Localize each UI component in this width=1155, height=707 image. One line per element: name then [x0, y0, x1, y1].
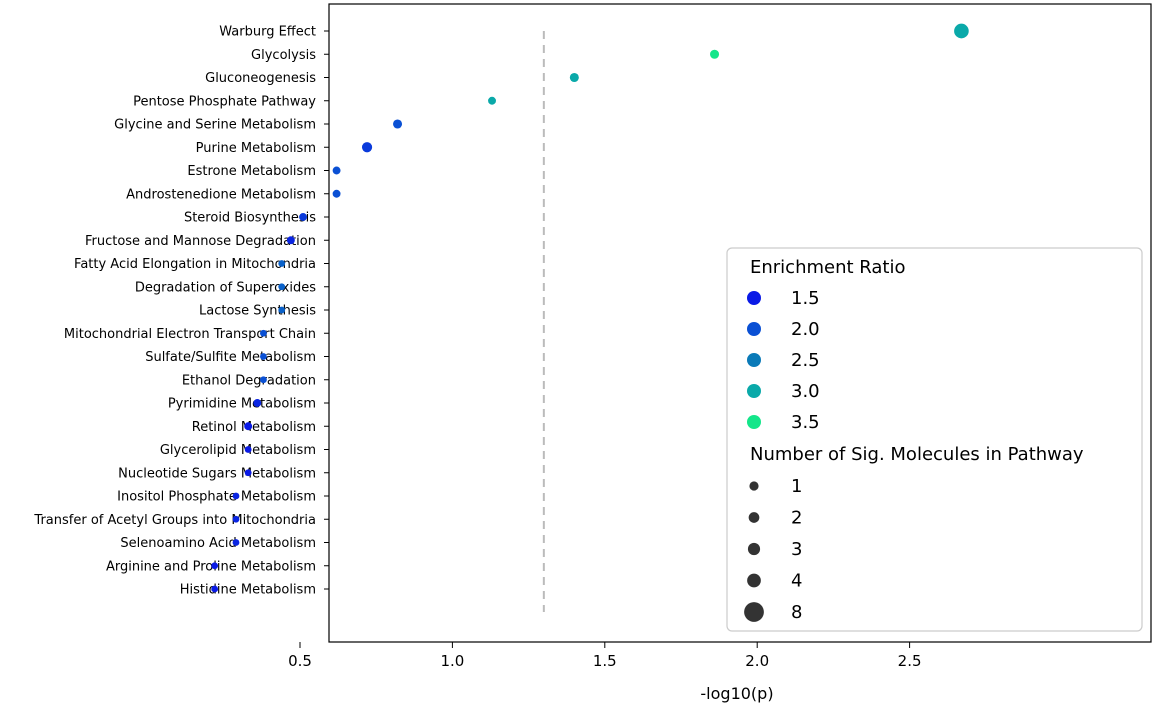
- legend-color-label: 2.0: [791, 319, 820, 340]
- y-tick-label: Retinol Metabolism: [192, 420, 316, 435]
- data-point: [211, 585, 219, 593]
- x-axis-label: -log10(p): [700, 684, 773, 703]
- y-tick-label: Sulfate/Sulfite Metabolism: [145, 350, 316, 365]
- y-tick-label: Arginine and Proline Metabolism: [106, 559, 316, 574]
- x-tick-label: 2.0: [745, 652, 769, 670]
- legend-size-label: 1: [791, 476, 802, 497]
- legend: Enrichment Ratio 1.5 2.0 2.5 3.0 3.5 Number of…: [726, 247, 1143, 632]
- data-point: [260, 376, 267, 384]
- legend-color-marker: [747, 415, 761, 429]
- legend-size-marker: [749, 481, 759, 491]
- x-tick-label: 1.0: [440, 652, 464, 670]
- data-point: [244, 469, 252, 477]
- legend-size-marker: [747, 573, 761, 588]
- x-axis: 0.5 1.0 1.5 2.0 2.5 -log10(p): [288, 642, 922, 703]
- y-tick-label: Selenoamino Acid Metabolism: [120, 536, 316, 551]
- data-point: [393, 119, 403, 129]
- data-point: [232, 492, 240, 500]
- y-tick-label: Fatty Acid Elongation in Mitochondria: [74, 257, 316, 272]
- y-tick-label: Transfer of Acetyl Groups into Mitochond…: [33, 513, 316, 528]
- data-point: [332, 166, 341, 175]
- data-point: [253, 399, 262, 407]
- legend-color-marker: [747, 322, 761, 336]
- y-tick-label: Pyrimidine Metabolism: [168, 397, 316, 412]
- y-tick-label: Glycerolipid Metabolism: [160, 443, 316, 458]
- data-point: [260, 353, 267, 360]
- y-tick-label: Warburg Effect: [219, 25, 316, 40]
- y-tick-label: Steroid Biosynthesis: [184, 211, 316, 226]
- legend-size-marker: [744, 602, 764, 622]
- legend-color-label: 2.5: [791, 350, 820, 371]
- legend-size-title: Number of Sig. Molecules in Pathway: [750, 444, 1084, 465]
- data-point: [278, 283, 286, 291]
- legend-size-marker: [748, 512, 760, 523]
- y-tick-label: Pentose Phosphate Pathway: [133, 94, 316, 109]
- data-point: [278, 260, 286, 267]
- legend-color-title: Enrichment Ratio: [750, 257, 906, 278]
- plot-border: [328, 3, 1152, 643]
- legend-color-marker: [747, 353, 761, 367]
- y-tick-label: Degradation of Superoxides: [135, 280, 316, 295]
- data-point: [244, 446, 252, 453]
- data-point: [332, 189, 341, 198]
- plot-frame: [328, 3, 1152, 643]
- y-tick-label: Lactose Synthesis: [199, 304, 316, 319]
- y-tick-label: Glycine and Serine Metabolism: [114, 118, 316, 133]
- x-tick-label: 1.5: [593, 652, 617, 670]
- y-axis-labels: Warburg Effect Glycolysis Gluconeogenesis P…: [33, 25, 329, 598]
- y-tick-label: Mitochondrial Electron Transport Chain: [64, 327, 316, 342]
- legend-size-label: 4: [791, 571, 802, 592]
- legend-color-label: 3.0: [791, 381, 820, 402]
- legend-size-marker: [747, 542, 761, 556]
- data-point: [954, 23, 969, 39]
- legend-size-label: 2: [791, 508, 802, 529]
- y-tick-label: Ethanol Degradation: [182, 373, 316, 388]
- legend-color-marker: [747, 291, 761, 305]
- y-tick-label: Fructose and Mannose Degradation: [85, 234, 316, 249]
- y-tick-label: Nucleotide Sugars Metabolism: [118, 466, 316, 481]
- data-point: [232, 539, 240, 546]
- x-tick-label: 2.5: [898, 652, 922, 670]
- legend-size-label: 8: [791, 602, 802, 623]
- y-tick-label: Purine Metabolism: [196, 141, 316, 156]
- data-point: [710, 49, 720, 59]
- y-tick-label: Inositol Phosphate Metabolism: [117, 490, 316, 505]
- y-tick-label: Glycolysis: [251, 48, 316, 63]
- data-point: [278, 306, 286, 314]
- y-tick-label: Histidine Metabolism: [180, 583, 316, 598]
- data-point: [569, 72, 579, 83]
- data-point: [260, 329, 267, 337]
- legend-color-label: 3.5: [791, 412, 820, 433]
- data-point: [361, 142, 373, 153]
- x-tick-label: 0.5: [288, 652, 312, 670]
- data-point: [286, 236, 295, 245]
- data-point: [244, 422, 253, 431]
- data-point: [299, 213, 308, 221]
- y-tick-label: Estrone Metabolism: [187, 164, 316, 179]
- y-tick-label: Androstenedione Metabolism: [126, 187, 316, 202]
- data-point: [232, 515, 240, 523]
- legend-color-label: 1.5: [791, 288, 820, 309]
- data-points: [211, 23, 969, 593]
- legend-color-marker: [747, 384, 761, 398]
- legend-box: [726, 247, 1143, 632]
- legend-size-label: 3: [791, 539, 802, 560]
- data-point: [488, 96, 496, 105]
- y-tick-label: Gluconeogenesis: [205, 71, 316, 86]
- data-point: [211, 562, 219, 570]
